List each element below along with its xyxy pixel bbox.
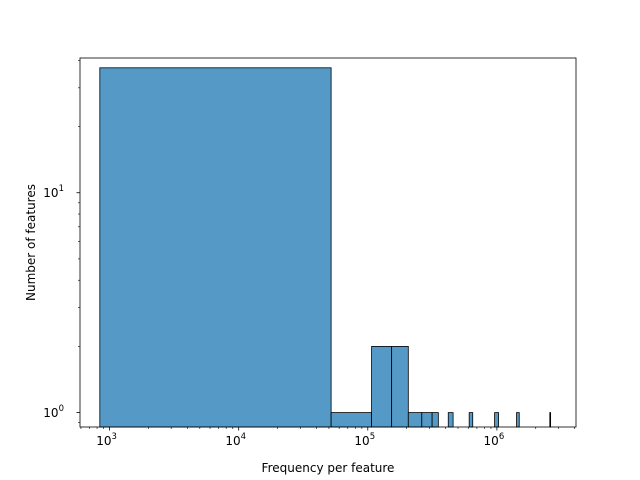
histogram-bar [421,412,433,428]
histogram-bar [447,412,454,428]
histogram-bar [391,346,409,428]
x-tick-exponent: 4 [241,432,246,442]
x-axis-label: Frequency per feature [262,461,395,475]
histogram-bar [371,346,393,428]
histogram-bar [468,412,474,428]
histogram-bar [549,412,552,428]
y-tick-exponent: 1 [59,184,64,194]
histogram-bar [330,412,372,428]
histogram-bar [516,412,520,428]
x-tick-exponent: 6 [499,432,504,442]
x-tick-exponent: 3 [112,432,117,442]
y-tick-exponent: 0 [59,404,64,414]
histogram-bar [431,412,439,428]
histogram-bar [494,412,499,428]
histogram-bar [407,412,423,428]
plot-frame [79,57,577,428]
histogram-bar [99,67,332,428]
y-axis-label: Number of features [24,184,38,301]
bars-group [99,67,552,428]
x-tick-exponent: 5 [370,432,375,442]
